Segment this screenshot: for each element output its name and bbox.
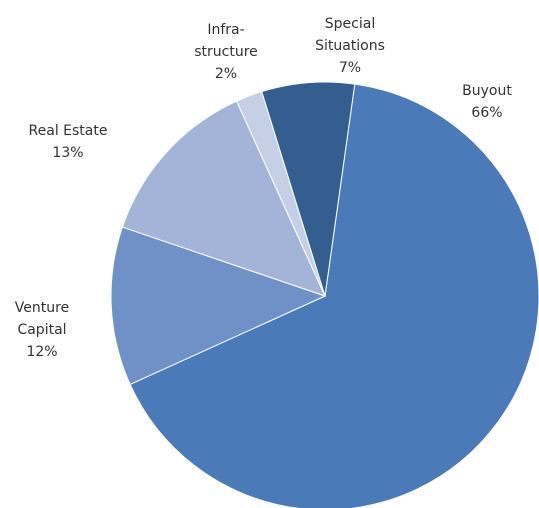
category-label: Venture Capital (14, 300, 70, 338)
value-label: 12% (26, 344, 58, 360)
pie-slice (129, 83, 539, 508)
slice-label: Infra- structure 2% (194, 19, 258, 85)
category-label: Special Situations (315, 16, 385, 54)
slice-label: Buyout 66% (462, 80, 512, 124)
slice-label: Special Situations 7% (315, 13, 385, 79)
value-label: 7% (338, 60, 362, 76)
pie-slice (121, 100, 326, 297)
slice-label: Venture Capital 12% (15, 297, 69, 363)
category-label: Buyout (462, 83, 512, 99)
value-label: 2% (214, 66, 238, 82)
pie-slice (261, 81, 356, 297)
value-label: 13% (52, 145, 84, 161)
value-label: 66% (471, 105, 503, 121)
category-label: Infra- structure (194, 22, 258, 60)
slice-label: Real Estate 13% (29, 120, 108, 164)
category-label: Real Estate (28, 123, 108, 139)
pie-slice (110, 226, 327, 386)
